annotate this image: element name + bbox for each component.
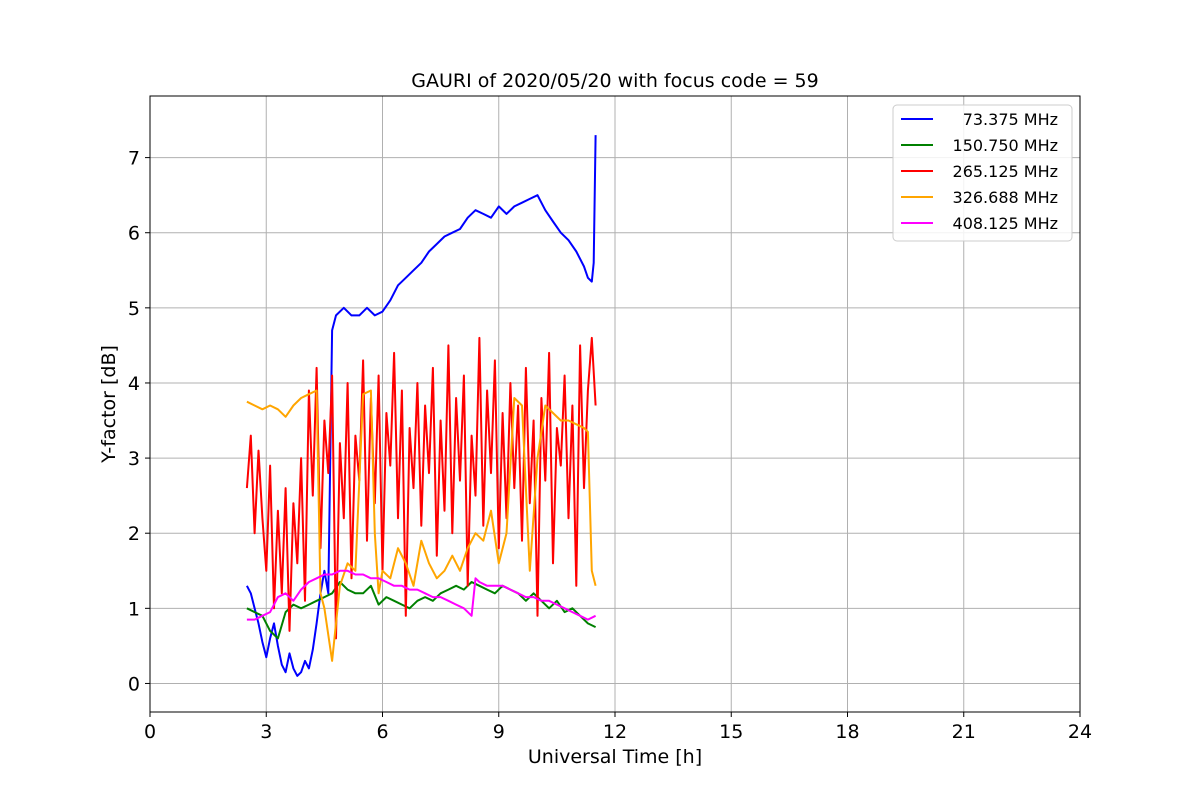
- legend-box: [892, 104, 1073, 242]
- y-tick-label: 5: [128, 298, 140, 320]
- x-tick-label: 18: [835, 721, 859, 743]
- x-tick-label: 6: [376, 721, 388, 743]
- series-line-5: [246, 569, 597, 621]
- x-tick-label: 24: [1068, 721, 1092, 743]
- series-line-1: [246, 135, 597, 677]
- x-tick-label: 3: [260, 721, 272, 743]
- legend-label-3: 265.125 MHz: [953, 162, 1058, 181]
- x-tick-label: 0: [144, 721, 156, 743]
- legend-label-1: 73.375 MHz: [963, 110, 1058, 129]
- y-tick-label: 2: [128, 523, 140, 545]
- legend: 73.375 MHz 150.750 MHz 265.125 MHz 326.688 …: [892, 104, 1073, 242]
- plot-area: [149, 95, 1081, 713]
- series-lines: [245, 135, 597, 677]
- x-tick-label: 15: [719, 721, 743, 743]
- chart-title: GAURI of 2020/05/20 with focus code = 59: [411, 70, 818, 92]
- y-tick-label: 3: [128, 448, 140, 470]
- series-line-4: [246, 389, 597, 662]
- y-axis-label: Y-factor [dB]: [98, 345, 120, 464]
- x-axis-label: Universal Time [h]: [528, 746, 702, 768]
- x-tick-label: 21: [952, 721, 976, 743]
- y-tick-label: 0: [128, 673, 140, 695]
- y-tick-label: 4: [128, 373, 140, 395]
- y-tick-label: 1: [128, 598, 140, 620]
- x-axis: 0 3 6 9 12 15 18 21 24: [144, 712, 1092, 743]
- y-tick-label: 7: [128, 148, 140, 170]
- x-tick-label: 12: [603, 721, 627, 743]
- y-axis: 0 1 2 3 4 5 6 7: [128, 148, 150, 695]
- x-tick-label: 9: [493, 721, 505, 743]
- series-line-3: [245, 336, 597, 640]
- y-tick-label: 6: [128, 223, 140, 245]
- legend-label-5: 408.125 MHz: [953, 214, 1058, 233]
- legend-label-4: 326.688 MHz: [953, 188, 1058, 207]
- legend-label-2: 150.750 MHz: [953, 136, 1058, 155]
